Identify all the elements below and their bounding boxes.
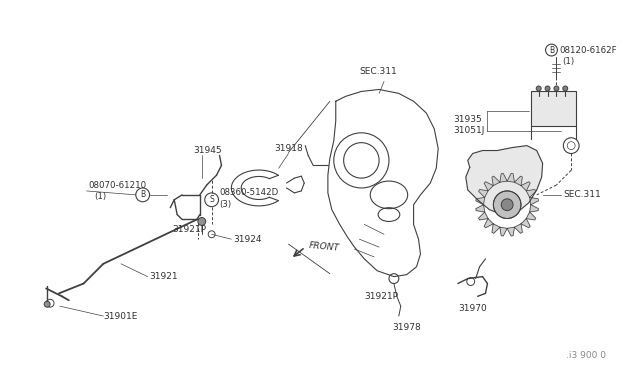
Circle shape <box>44 301 50 307</box>
Bar <box>531 92 576 126</box>
Text: 08120-6162F: 08120-6162F <box>559 45 617 55</box>
Text: B: B <box>140 190 145 199</box>
Polygon shape <box>492 224 500 233</box>
Polygon shape <box>500 173 507 182</box>
Circle shape <box>198 218 205 225</box>
Text: 31921P: 31921P <box>172 225 206 234</box>
Text: 31918: 31918 <box>274 144 303 153</box>
Polygon shape <box>526 212 536 220</box>
Text: FRONT: FRONT <box>308 241 340 253</box>
Text: (1): (1) <box>563 57 575 66</box>
Polygon shape <box>530 205 538 212</box>
Text: 31978: 31978 <box>392 323 420 332</box>
Polygon shape <box>484 219 493 228</box>
Polygon shape <box>515 224 522 233</box>
Polygon shape <box>530 198 538 205</box>
Text: (1): (1) <box>95 192 106 201</box>
Polygon shape <box>479 189 488 198</box>
Text: 31935: 31935 <box>453 115 482 124</box>
Text: 31924: 31924 <box>234 235 262 244</box>
Text: .i3 900 0: .i3 900 0 <box>566 351 605 360</box>
Polygon shape <box>466 145 543 215</box>
Text: S: S <box>209 195 214 204</box>
Polygon shape <box>526 189 536 198</box>
Text: 31051J: 31051J <box>453 126 484 135</box>
Polygon shape <box>500 227 507 236</box>
Polygon shape <box>476 205 484 212</box>
Circle shape <box>554 86 559 91</box>
Polygon shape <box>479 212 488 220</box>
Text: 31945: 31945 <box>193 146 221 155</box>
Text: B: B <box>549 45 554 55</box>
Polygon shape <box>507 227 515 236</box>
Text: SEC.311: SEC.311 <box>563 190 601 199</box>
Text: SEC.311: SEC.311 <box>360 67 397 76</box>
Circle shape <box>493 191 521 218</box>
Polygon shape <box>484 182 493 191</box>
Polygon shape <box>492 176 500 186</box>
Text: 08070-61210: 08070-61210 <box>88 180 147 189</box>
Circle shape <box>545 86 550 91</box>
Circle shape <box>501 199 513 211</box>
Text: 31921P: 31921P <box>364 292 398 301</box>
Circle shape <box>563 86 568 91</box>
Polygon shape <box>515 176 522 186</box>
Circle shape <box>536 86 541 91</box>
Polygon shape <box>507 173 515 182</box>
Text: 31921: 31921 <box>150 272 178 281</box>
Polygon shape <box>521 182 530 191</box>
Polygon shape <box>476 198 484 205</box>
Text: 31970: 31970 <box>458 304 486 312</box>
Text: 31901E: 31901E <box>103 311 138 321</box>
Text: 08360-5142D: 08360-5142D <box>220 188 279 198</box>
Text: (3): (3) <box>220 200 232 209</box>
Polygon shape <box>521 219 530 228</box>
